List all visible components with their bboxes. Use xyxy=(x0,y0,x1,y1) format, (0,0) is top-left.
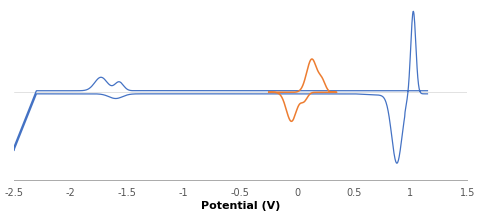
X-axis label: Potential (V): Potential (V) xyxy=(201,201,280,211)
